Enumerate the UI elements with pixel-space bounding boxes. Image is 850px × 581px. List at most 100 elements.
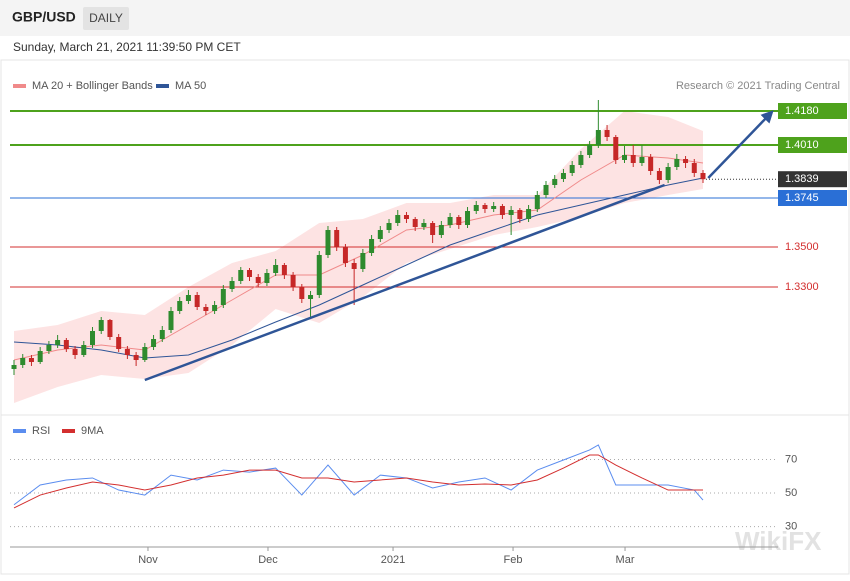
legend-label: MA 20 + Bollinger Bands bbox=[32, 80, 153, 92]
candle-body bbox=[11, 365, 17, 369]
candle-body bbox=[81, 345, 87, 355]
candle-body bbox=[622, 155, 628, 160]
candle-body bbox=[151, 339, 157, 347]
x-tick-label: Nov bbox=[138, 554, 158, 566]
legend-label: RSI bbox=[32, 425, 50, 437]
candle-body bbox=[238, 270, 244, 281]
candle-body bbox=[604, 130, 610, 137]
candle-body bbox=[395, 215, 401, 223]
datetime: Sunday, March 21, 2021 11:39:50 PM CET bbox=[13, 40, 241, 54]
candle-body bbox=[499, 206, 505, 215]
candle-body bbox=[560, 173, 566, 179]
candle-body bbox=[595, 130, 601, 145]
candle-body bbox=[465, 211, 471, 225]
candle-body bbox=[482, 205, 488, 209]
symbol: GBP/USD bbox=[12, 9, 76, 25]
level-label: 1.4010 bbox=[785, 139, 819, 151]
candle-body bbox=[674, 159, 680, 167]
legend-swatch bbox=[62, 429, 75, 433]
candle-body bbox=[569, 165, 575, 173]
candle-body bbox=[299, 287, 305, 299]
candle-body bbox=[107, 320, 113, 337]
timeframe[interactable]: DAILY bbox=[89, 11, 123, 25]
candle-body bbox=[369, 239, 375, 253]
candle-body bbox=[90, 331, 96, 345]
candle-body bbox=[552, 179, 558, 185]
watermark: WikiFX bbox=[735, 526, 822, 556]
source: Research © 2021 Trading Central bbox=[676, 80, 840, 92]
candle-body bbox=[648, 157, 654, 171]
candle-body bbox=[133, 355, 139, 360]
candle-body bbox=[220, 289, 226, 305]
chart-frame bbox=[0, 59, 850, 575]
candle-body bbox=[177, 301, 183, 311]
level-label: 1.4180 bbox=[785, 105, 819, 117]
x-tick-label: Mar bbox=[616, 554, 635, 566]
candle-body bbox=[316, 255, 322, 295]
candle-body bbox=[700, 173, 706, 180]
candle-body bbox=[656, 171, 662, 180]
moving-average bbox=[13, 177, 704, 359]
candle-body bbox=[491, 206, 497, 209]
candle-body bbox=[587, 145, 593, 155]
candle-body bbox=[412, 219, 418, 227]
x-tick-label: Dec bbox=[258, 554, 278, 566]
candle-body bbox=[28, 358, 34, 362]
candle-body bbox=[124, 349, 130, 355]
candle-body bbox=[543, 185, 549, 195]
candle-body bbox=[334, 230, 340, 247]
candle-body bbox=[20, 358, 26, 365]
level-label: 1.3300 bbox=[785, 281, 819, 293]
candle-body bbox=[438, 225, 444, 235]
candle-body bbox=[430, 223, 436, 235]
y-tick-label: 30 bbox=[785, 520, 797, 532]
candle-body bbox=[63, 340, 69, 349]
candle-body bbox=[255, 277, 261, 283]
legend-swatch bbox=[13, 429, 26, 433]
candle-body bbox=[264, 273, 270, 283]
candle-body bbox=[325, 230, 331, 255]
candle-body bbox=[72, 349, 78, 355]
candle-body bbox=[229, 281, 235, 289]
level-box bbox=[778, 103, 847, 119]
candle-body bbox=[386, 223, 392, 230]
rsi-line bbox=[13, 444, 704, 506]
candle-body bbox=[665, 167, 671, 180]
candle-body bbox=[273, 265, 279, 273]
candle-body bbox=[281, 265, 287, 275]
level-label: 1.3500 bbox=[785, 241, 819, 253]
candle-body bbox=[377, 230, 383, 239]
candle-body bbox=[308, 295, 314, 299]
level-box bbox=[778, 190, 847, 206]
rsi-line bbox=[13, 454, 703, 509]
candle-body bbox=[456, 217, 462, 225]
trendline bbox=[144, 183, 666, 382]
candle-body bbox=[473, 205, 479, 211]
legend-label: 9MA bbox=[81, 425, 104, 437]
candle-body bbox=[351, 263, 357, 269]
candle-body bbox=[403, 215, 409, 219]
legend-swatch bbox=[156, 84, 169, 88]
candle-body bbox=[116, 337, 122, 349]
level-box bbox=[778, 137, 847, 153]
candle-body bbox=[194, 295, 200, 307]
candle-body bbox=[360, 253, 366, 269]
arrow bbox=[707, 110, 774, 179]
candle-body bbox=[691, 163, 697, 173]
level-box bbox=[778, 171, 847, 188]
x-tick-label: Feb bbox=[504, 554, 523, 566]
candle-body bbox=[526, 209, 532, 219]
candle-body bbox=[37, 351, 43, 362]
legend-label: MA 50 bbox=[175, 80, 206, 92]
candle-body bbox=[290, 275, 296, 287]
candle-body bbox=[212, 305, 218, 311]
candle-body bbox=[421, 223, 427, 227]
candle-body bbox=[203, 307, 209, 311]
candle-body bbox=[159, 330, 165, 339]
candle-body bbox=[168, 311, 174, 330]
timeframe-badge[interactable] bbox=[83, 7, 129, 30]
legend-swatch bbox=[13, 84, 26, 88]
candle-body bbox=[517, 210, 523, 219]
